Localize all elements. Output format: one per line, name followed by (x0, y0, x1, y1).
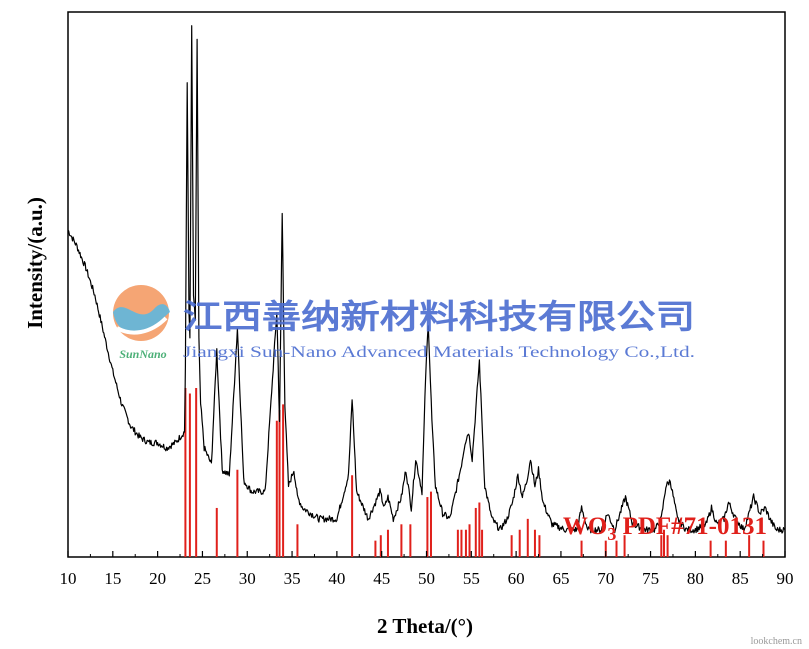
x-tick-label: 30 (239, 569, 256, 588)
x-tick-label: 90 (777, 569, 794, 588)
x-axis-label: 2 Theta/(°) (377, 614, 473, 638)
pdf-label-suffix: PDF#71-0131 (616, 513, 767, 540)
y-axis-label: Intensity/(a.u.) (23, 197, 47, 329)
sun-nano-logo: SunNano (113, 285, 170, 361)
watermark: SunNano 江西善纳新材料科技有限公司 Jiangxi Sun-Nano A… (113, 285, 695, 361)
x-tick-label: 80 (687, 569, 704, 588)
company-name-cn: 江西善纳新材料科技有限公司 (183, 299, 695, 336)
x-tick-label: 50 (418, 569, 435, 588)
x-tick-label: 55 (463, 569, 480, 588)
x-tick-label: 75 (642, 569, 659, 588)
pdf-label-prefix: WO (563, 513, 607, 540)
x-tick-label: 65 (552, 569, 569, 588)
x-tick-label: 45 (373, 569, 390, 588)
reference-sticks (184, 388, 765, 557)
pdf-label-subscript: 3 (607, 524, 616, 544)
x-tick-label: 40 (328, 569, 345, 588)
x-tick-label: 25 (194, 569, 211, 588)
pdf-label: WO3 PDF#71-0131 (563, 513, 767, 544)
source-mark: lookchem.cn (751, 636, 802, 647)
x-tick-label: 85 (732, 569, 749, 588)
x-tick-label: 70 (597, 569, 614, 588)
x-tick-label: 20 (149, 569, 166, 588)
x-tick-label: 35 (284, 569, 301, 588)
pattern-line-group (67, 25, 786, 534)
x-tick-label: 10 (60, 569, 77, 588)
x-tick-label: 60 (508, 569, 525, 588)
logo-text: SunNano (119, 347, 166, 361)
company-name-en: Jiangxi Sun-Nano Advanced Materials Tech… (183, 344, 695, 361)
xrd-pattern-line (67, 25, 786, 534)
x-axis-ticks: 10 15 20 25 30 35 40 45 50 55 60 65 70 75 80 85 90 (60, 551, 794, 588)
plot-border (67, 11, 786, 558)
plot-frame (67, 11, 786, 558)
x-tick-label: 15 (104, 569, 121, 588)
